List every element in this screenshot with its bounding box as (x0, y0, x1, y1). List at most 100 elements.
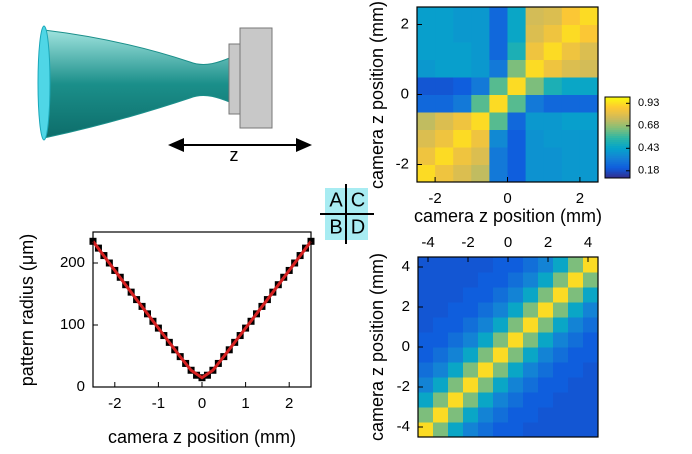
heatmap-cell (553, 377, 569, 393)
heatmap-cell (435, 7, 454, 25)
heatmap-cell (448, 392, 464, 408)
heatmap-cell (453, 129, 472, 148)
heatmap-cell (448, 317, 464, 333)
heatmap-cell (448, 272, 464, 288)
heatmap-cell (525, 112, 545, 130)
colorbar-segment (605, 157, 630, 161)
heatmap-cell (489, 7, 508, 25)
heatmap-cell (568, 302, 584, 318)
colorbar-frame (604, 96, 631, 179)
heatmap-cell (478, 377, 494, 393)
heatmap-cell (543, 112, 563, 130)
colorbar-segment (605, 105, 630, 108)
heatmap-cell (538, 362, 554, 378)
x-tick-label: -4 (421, 234, 434, 251)
heatmap-cell (508, 287, 524, 303)
heatmap-cell (538, 422, 554, 438)
heatmap-cell (463, 347, 479, 363)
colorbar-segment (605, 151, 630, 155)
heatmap-cell (433, 332, 449, 348)
heatmap-cell (579, 147, 599, 165)
heatmap-cell (448, 422, 464, 438)
heatmap-cell (538, 257, 554, 273)
heatmap-cell (453, 94, 472, 113)
heatmap-cell (523, 407, 539, 423)
heatmap-cell (433, 407, 449, 423)
heatmap-cell (553, 272, 569, 288)
y-tick-label: 0 (402, 338, 410, 355)
key-box (325, 188, 346, 213)
heatmap-cell (579, 94, 599, 113)
heatmap-cell (568, 332, 584, 348)
x-tick-label: 0 (503, 190, 511, 207)
heatmap-cell (418, 257, 434, 273)
colorbar-segment (605, 119, 630, 122)
heatmap-cell (583, 272, 599, 288)
heatmap-cell (463, 407, 479, 423)
heatmap-cell (453, 164, 472, 183)
heatmap-cell (463, 257, 479, 273)
heatmap-cell (543, 164, 563, 183)
heatmap-cell (493, 347, 509, 363)
heatmap-cell (448, 257, 464, 273)
heatmap-cell (435, 24, 454, 43)
heatmap-cell (525, 59, 545, 78)
heatmap-cell (538, 392, 554, 408)
heatmap-cell (525, 129, 545, 148)
heatmap-cell (525, 77, 545, 95)
heatmap-cell (433, 272, 449, 288)
heatmap-cell (478, 422, 494, 438)
heatmap-cell (493, 422, 509, 438)
heatmap-cell (463, 302, 479, 318)
heatmap-cell (523, 362, 539, 378)
colorbar-segment (605, 131, 630, 134)
heatmap-cell (493, 362, 509, 378)
x-tick-label: 4 (584, 234, 592, 251)
heatmap-cell (579, 24, 599, 43)
panel-label: D (351, 216, 365, 238)
heatmap-cell (579, 164, 599, 183)
colorbar-segment (605, 125, 630, 128)
heatmap-cell (507, 112, 527, 130)
heatmap-cell (463, 272, 479, 288)
colorbar-segment (605, 163, 630, 167)
colorbar-segment (605, 167, 630, 171)
heatmap-cell (508, 407, 524, 423)
heatmap-cell (493, 287, 509, 303)
heatmap-cell (435, 147, 454, 165)
heatmap-cell (523, 272, 539, 288)
heatmap-cell (478, 332, 494, 348)
heatmap-cell (553, 347, 569, 363)
heatmap-cell (579, 77, 599, 95)
colorbar-segment (605, 145, 630, 149)
heatmap-cell (568, 392, 584, 408)
heatmap-cell (418, 332, 434, 348)
heatmap-cell (493, 317, 509, 333)
heatmap-cell (478, 272, 494, 288)
heatmap-cell (523, 377, 539, 393)
panel-key: A C B D (320, 184, 374, 244)
heatmap-cell (543, 59, 563, 78)
heatmap-cell (561, 7, 581, 25)
heatmap-cell (568, 377, 584, 393)
y-tick-label: 4 (402, 258, 410, 275)
colorbar-segment (605, 113, 630, 116)
heatmap-cell (448, 362, 464, 378)
panel-label: C (351, 189, 365, 211)
heatmap-cell (508, 362, 524, 378)
heatmap-cell (417, 147, 436, 165)
colorbar-segment (605, 127, 630, 130)
heatmap-cell (561, 59, 581, 78)
colorbar-segment (605, 147, 630, 151)
heatmap-cell (561, 147, 581, 165)
heatmap-cell (538, 407, 554, 423)
colorbar-segment (605, 97, 630, 100)
lens (37, 25, 51, 141)
heatmap-cell (463, 377, 479, 393)
heatmap-cell (493, 377, 509, 393)
colorbar-segment (605, 129, 630, 132)
heatmap-cell (478, 302, 494, 318)
heatmap-cell (507, 147, 527, 165)
heatmap-cell (568, 362, 584, 378)
colorbar-segment (605, 175, 630, 179)
